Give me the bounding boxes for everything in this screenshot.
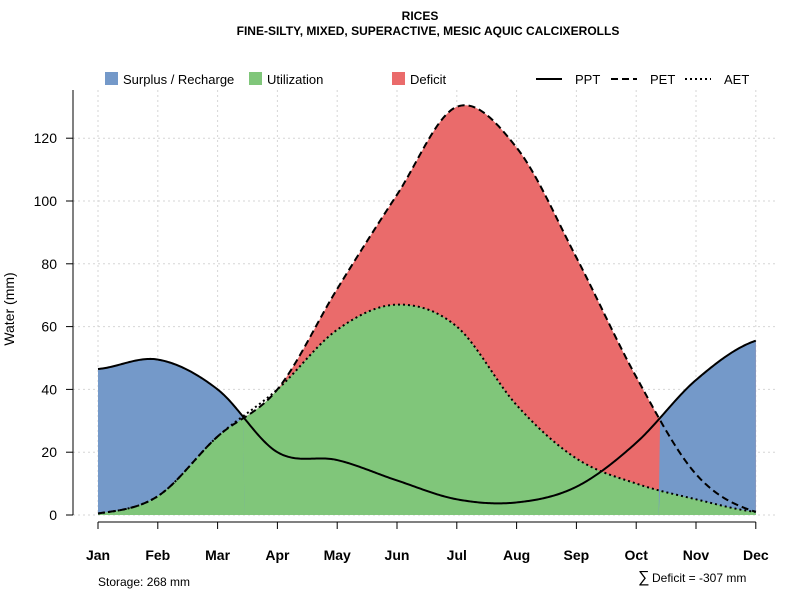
deficit-note: Deficit = -307 mm bbox=[652, 571, 746, 585]
x-tick-label-apr: Apr bbox=[265, 547, 290, 563]
y-tick-label-5: 100 bbox=[34, 193, 58, 209]
x-tick-label-mar: Mar bbox=[205, 547, 230, 563]
x-tick-label-dec: Dec bbox=[743, 547, 769, 563]
utilization-area-overlay bbox=[98, 418, 756, 515]
x-tick-label-jun: Jun bbox=[385, 547, 410, 563]
x-tick-label-may: May bbox=[324, 547, 351, 563]
x-tick-label-jan: Jan bbox=[86, 547, 110, 563]
legend-swatch-utilization bbox=[249, 72, 262, 85]
y-axis-label: Water (mm) bbox=[1, 272, 17, 345]
legend-label-aet: AET bbox=[724, 72, 749, 87]
plot-area: 0 20 40 60 80 100 120 Jan Feb Mar Apr May Jun Jul Aug S… bbox=[34, 90, 775, 563]
y-tick-label-2: 40 bbox=[41, 381, 57, 397]
legend-swatch-surplus bbox=[105, 72, 118, 85]
chart-title: RICES bbox=[402, 9, 439, 23]
ppt-line bbox=[97, 339, 757, 505]
legend-label-utilization: Utilization bbox=[267, 72, 323, 87]
x-tick-label-jul: Jul bbox=[447, 547, 467, 563]
x-tick-label-aug: Aug bbox=[503, 547, 530, 563]
legend-label-surplus: Surplus / Recharge bbox=[123, 72, 234, 87]
chart-subtitle: FINE-SILTY, MIXED, SUPERACTIVE, MESIC AQ… bbox=[237, 24, 620, 38]
y-tick-label-3: 60 bbox=[41, 319, 57, 335]
legend-swatch-deficit bbox=[392, 72, 405, 85]
y-tick-label-4: 80 bbox=[41, 256, 57, 272]
x-tick-label-feb: Feb bbox=[145, 547, 170, 563]
y-tick-label-1: 20 bbox=[41, 444, 57, 460]
legend-label-deficit: Deficit bbox=[410, 72, 447, 87]
x-tick-label-sep: Sep bbox=[564, 547, 590, 563]
x-tick-label-oct: Oct bbox=[625, 547, 649, 563]
deficit-sum-symbol: ∑ bbox=[638, 569, 649, 586]
pet-line bbox=[97, 104, 757, 515]
legend-label-ppt: PPT bbox=[575, 72, 600, 87]
legend: Surplus / Recharge Utilization Deficit P… bbox=[105, 72, 749, 87]
utilization-area bbox=[98, 304, 756, 515]
storage-note: Storage: 268 mm bbox=[98, 575, 190, 589]
x-tick-label-nov: Nov bbox=[683, 547, 710, 563]
legend-label-pet: PET bbox=[650, 72, 675, 87]
y-tick-label-6: 120 bbox=[34, 130, 58, 146]
y-tick-label-0: 0 bbox=[49, 507, 57, 523]
